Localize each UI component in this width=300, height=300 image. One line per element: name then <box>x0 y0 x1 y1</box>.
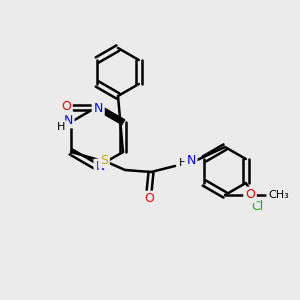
Text: O: O <box>61 100 71 113</box>
Text: H: H <box>179 158 187 168</box>
Text: N: N <box>63 113 73 127</box>
Text: N: N <box>186 154 196 167</box>
Text: Cl: Cl <box>252 200 264 214</box>
Text: O: O <box>144 193 154 206</box>
Text: S: S <box>100 154 108 166</box>
Text: N: N <box>95 160 105 173</box>
Text: CH₃: CH₃ <box>268 190 290 200</box>
Text: N: N <box>94 101 103 115</box>
Text: H: H <box>57 122 65 132</box>
Text: O: O <box>245 188 255 202</box>
